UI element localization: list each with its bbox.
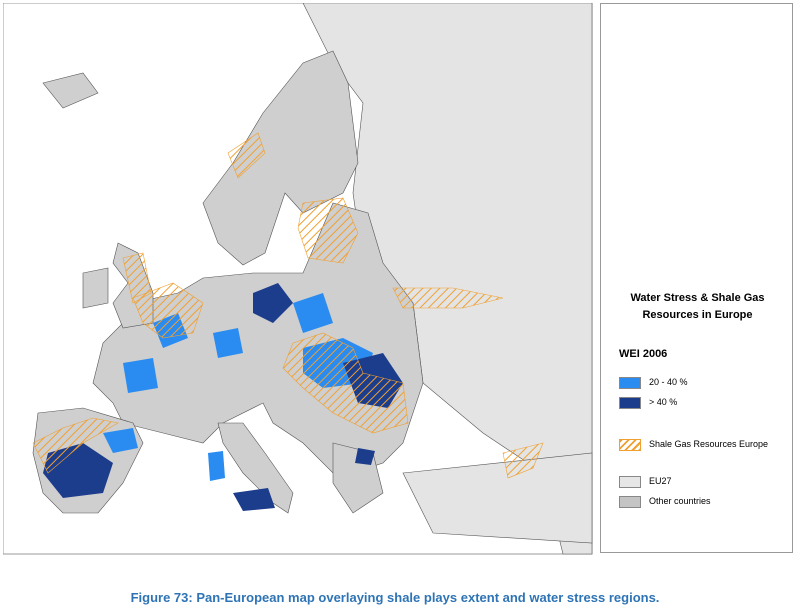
legend-label: Shale Gas Resources Europe <box>649 439 769 449</box>
shale-gas-area <box>32 417 119 474</box>
shale-gas-area <box>122 252 152 304</box>
legend-title: Water Stress & Shale Gas Resources in Eu… <box>630 292 765 321</box>
legend-item: Shale Gas Resources Europe <box>619 437 768 451</box>
country <box>82 267 109 309</box>
caption: Figure 73: Pan-European map overlaying s… <box>130 590 660 605</box>
country <box>42 72 99 109</box>
shale-gas-area <box>297 197 359 264</box>
water-stress-region <box>253 283 293 323</box>
country <box>217 422 294 514</box>
shale-gas-area <box>282 332 409 434</box>
water-stress-region <box>103 428 138 453</box>
swatch <box>619 495 641 508</box>
swatch <box>619 438 641 451</box>
swatch <box>619 396 641 409</box>
legend: Water Stress & Shale Gas Resources in Eu… <box>600 3 793 553</box>
legend-item: 20 - 40 % <box>619 375 688 389</box>
country <box>202 50 359 266</box>
shale-gas-area <box>227 132 266 179</box>
water-stress-region <box>123 358 158 393</box>
legend-label: EU27 <box>649 476 672 486</box>
legend-label: 20 - 40 % <box>649 377 688 387</box>
swatch <box>619 475 641 488</box>
legend-item: EU27 <box>619 474 672 488</box>
water-stress-region <box>233 488 275 511</box>
map <box>3 3 593 555</box>
water-stress-region <box>293 293 333 333</box>
water-stress-region <box>213 328 243 358</box>
legend-subtitle: WEI 2006 <box>619 348 668 360</box>
shale-gas-area <box>392 287 504 309</box>
water-stress-region <box>355 448 375 465</box>
shale-gas-area <box>502 442 544 479</box>
legend-item: > 40 % <box>619 395 677 409</box>
legend-item: Other countries <box>619 494 711 508</box>
map-shapes <box>32 3 593 555</box>
legend-label: > 40 % <box>649 397 678 407</box>
water-stress-region <box>208 451 225 481</box>
legend-label: Other countries <box>649 496 711 506</box>
shale-gas-area <box>132 282 204 339</box>
swatch <box>619 376 641 389</box>
